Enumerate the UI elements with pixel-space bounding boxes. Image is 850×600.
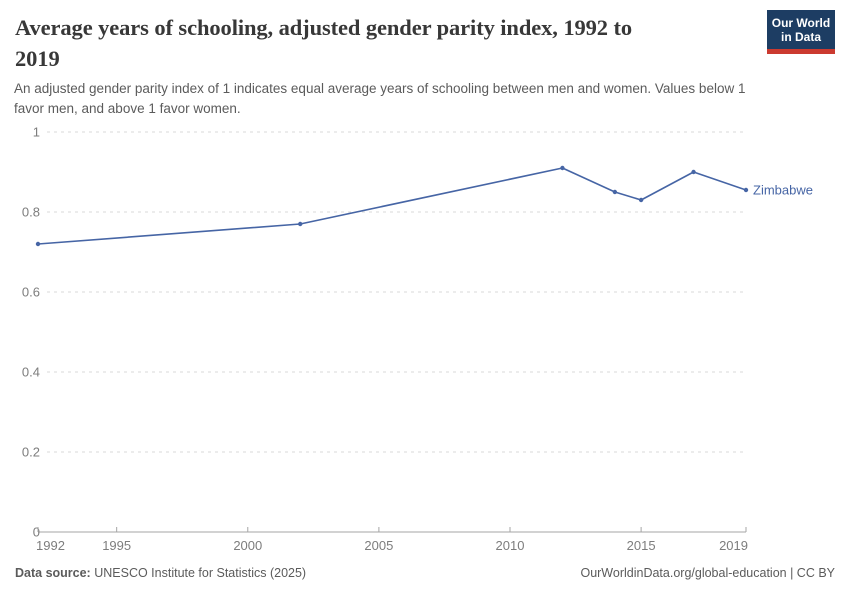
x-axis-tick-label: 2015 — [627, 538, 656, 553]
data-point-marker[interactable] — [743, 187, 749, 193]
x-axis-tick-label: 2005 — [364, 538, 393, 553]
data-source-label: Data source: — [15, 566, 91, 580]
owid-logo[interactable]: Our World in Data — [767, 10, 835, 54]
y-axis-tick-label: 0.4 — [22, 365, 40, 380]
chart-title-line-2: 2019 — [15, 46, 60, 71]
owid-logo-accent-bar — [767, 49, 835, 54]
data-point-marker[interactable] — [35, 241, 41, 247]
x-axis-tick-label: 1995 — [102, 538, 131, 553]
series-line[interactable] — [37, 167, 747, 245]
series-end-label[interactable]: Zimbabwe — [753, 183, 813, 198]
data-source-text: UNESCO Institute for Statistics (2025) — [94, 566, 307, 580]
data-point-marker[interactable] — [638, 197, 644, 203]
chart-subtitle-line-2: favor men, and above 1 favor women. — [14, 101, 241, 116]
chart-footer: Data source: UNESCO Institute for Statis… — [15, 566, 835, 580]
x-axis-tick-label: 1992 — [36, 538, 65, 553]
owid-logo-line-1: Our World — [771, 16, 831, 30]
y-axis-tick-label: 1 — [33, 125, 40, 140]
chart-title-line-1: Average years of schooling, adjusted gen… — [15, 15, 633, 40]
chart-title: Average years of schooling, adjusted gen… — [15, 12, 632, 74]
x-axis-tick-label: 2000 — [233, 538, 262, 553]
line-chart-canvas[interactable]: 0 0.2 0.4 0.6 0.8 1 1992 1995 2000 2005 2010 2015 20… — [0, 120, 850, 565]
x-axis-tick-label: 2019 — [719, 538, 748, 553]
x-axis-tick-label: 2010 — [496, 538, 525, 553]
data-point-marker[interactable] — [691, 169, 696, 175]
y-axis-tick-label: 0.2 — [22, 445, 40, 460]
y-axis-tick-label: 0.6 — [22, 285, 40, 300]
owid-logo-line-2: in Data — [780, 30, 821, 44]
license-text[interactable]: OurWorldinData.org/global-education | CC… — [580, 566, 835, 580]
chart-subtitle: An adjusted gender parity index of 1 ind… — [14, 79, 745, 119]
data-point-marker[interactable] — [612, 189, 618, 195]
data-point-marker[interactable] — [298, 221, 303, 227]
owid-logo-text: Our World in Data — [767, 10, 835, 49]
y-axis-tick-label: 0.8 — [22, 205, 40, 220]
data-source: Data source: UNESCO Institute for Statis… — [15, 566, 306, 580]
data-point-marker[interactable] — [560, 165, 565, 171]
chart-subtitle-line-1: An adjusted gender parity index of 1 ind… — [14, 81, 746, 96]
y-axis-tick-label: 0 — [33, 525, 40, 540]
